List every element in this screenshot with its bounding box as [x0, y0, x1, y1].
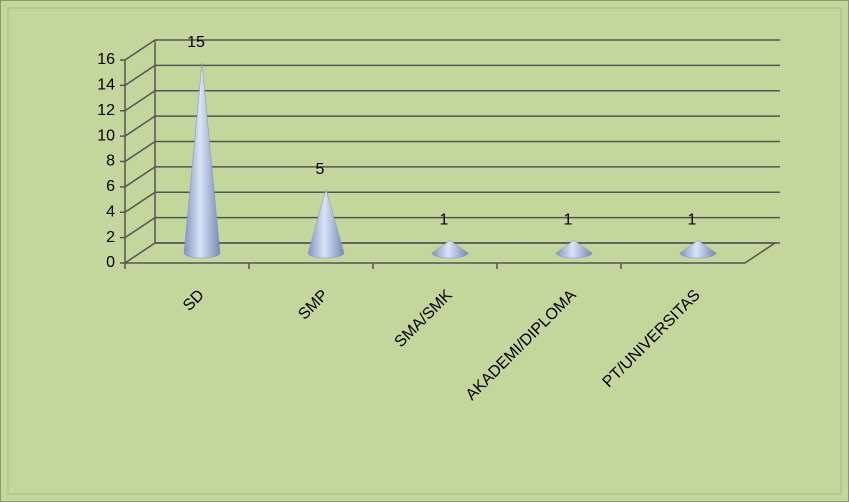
- cone: [183, 62, 221, 259]
- y-tick-label: 14: [97, 77, 115, 94]
- y-tick-label: 10: [97, 127, 115, 144]
- grid-line: [124, 216, 780, 239]
- grid-line: [124, 140, 780, 163]
- grid-line: [124, 191, 780, 213]
- y-tick-label: 4: [106, 203, 115, 220]
- plot-frame: [7, 7, 842, 495]
- value-label: 1: [440, 212, 449, 229]
- y-tick-label: 6: [106, 178, 115, 195]
- grid-line: [124, 166, 780, 188]
- grid-line: [124, 90, 780, 112]
- y-tick-label: 0: [106, 254, 115, 271]
- value-label: 5: [316, 161, 325, 178]
- grid-line: [124, 64, 780, 86]
- value-label: 1: [688, 212, 697, 229]
- y-tick-label: 16: [97, 51, 115, 68]
- cone: [555, 240, 593, 259]
- cone: [307, 188, 345, 259]
- grid-line: [124, 39, 780, 61]
- grid-line: [124, 115, 780, 137]
- y-tick-label: 12: [97, 102, 115, 119]
- cone: [679, 240, 717, 259]
- y-tick-label: 8: [106, 153, 115, 170]
- y-tick-label: 2: [106, 229, 115, 246]
- cone: [431, 240, 469, 259]
- value-label: 15: [187, 34, 205, 51]
- value-label: 1: [564, 212, 573, 229]
